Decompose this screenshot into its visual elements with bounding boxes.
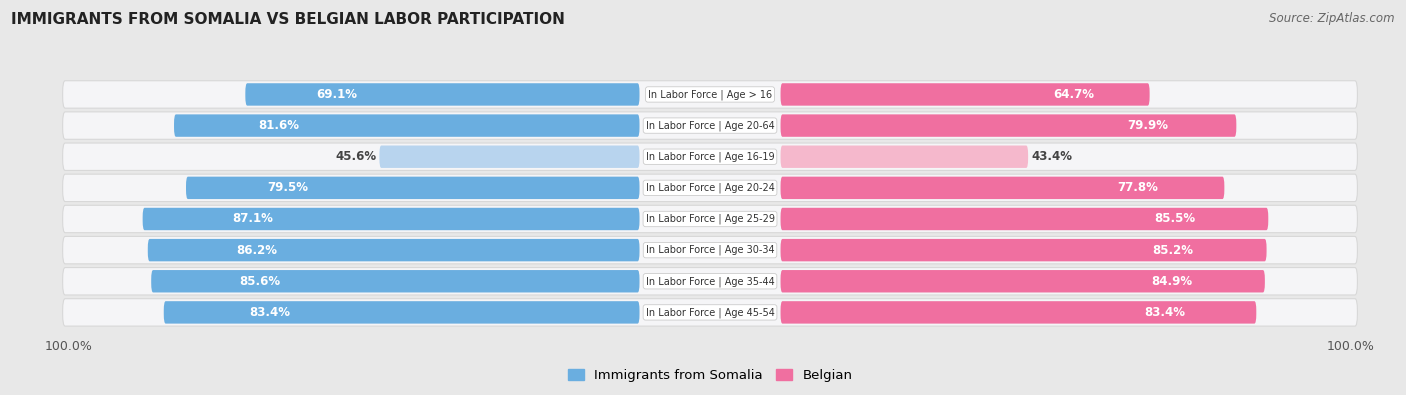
Text: 83.4%: 83.4% [1144, 306, 1185, 319]
FancyBboxPatch shape [780, 239, 1267, 261]
Text: 79.5%: 79.5% [267, 181, 309, 194]
Text: 85.2%: 85.2% [1153, 244, 1194, 257]
FancyBboxPatch shape [63, 174, 1357, 201]
Text: In Labor Force | Age > 16: In Labor Force | Age > 16 [648, 89, 772, 100]
Text: 87.1%: 87.1% [232, 213, 273, 226]
FancyBboxPatch shape [142, 208, 640, 230]
Text: 45.6%: 45.6% [335, 150, 377, 163]
FancyBboxPatch shape [780, 115, 1236, 137]
Text: In Labor Force | Age 30-34: In Labor Force | Age 30-34 [645, 245, 775, 256]
FancyBboxPatch shape [152, 270, 640, 292]
FancyBboxPatch shape [163, 301, 640, 324]
FancyBboxPatch shape [63, 112, 1357, 139]
Text: 64.7%: 64.7% [1053, 88, 1094, 101]
Text: 84.9%: 84.9% [1152, 275, 1192, 288]
FancyBboxPatch shape [780, 145, 1028, 168]
FancyBboxPatch shape [780, 208, 1268, 230]
Text: 69.1%: 69.1% [316, 88, 357, 101]
FancyBboxPatch shape [780, 177, 1225, 199]
FancyBboxPatch shape [63, 205, 1357, 233]
Text: In Labor Force | Age 20-24: In Labor Force | Age 20-24 [645, 182, 775, 193]
FancyBboxPatch shape [63, 237, 1357, 264]
FancyBboxPatch shape [780, 83, 1150, 105]
Text: 86.2%: 86.2% [236, 244, 277, 257]
FancyBboxPatch shape [63, 143, 1357, 170]
Text: In Labor Force | Age 16-19: In Labor Force | Age 16-19 [645, 151, 775, 162]
Text: 81.6%: 81.6% [257, 119, 299, 132]
FancyBboxPatch shape [186, 177, 640, 199]
Text: In Labor Force | Age 35-44: In Labor Force | Age 35-44 [645, 276, 775, 286]
Text: 83.4%: 83.4% [249, 306, 291, 319]
FancyBboxPatch shape [63, 267, 1357, 295]
Text: 85.6%: 85.6% [239, 275, 280, 288]
FancyBboxPatch shape [780, 270, 1265, 292]
FancyBboxPatch shape [245, 83, 640, 105]
Text: In Labor Force | Age 45-54: In Labor Force | Age 45-54 [645, 307, 775, 318]
FancyBboxPatch shape [148, 239, 640, 261]
Text: In Labor Force | Age 25-29: In Labor Force | Age 25-29 [645, 214, 775, 224]
FancyBboxPatch shape [174, 115, 640, 137]
Text: In Labor Force | Age 20-64: In Labor Force | Age 20-64 [645, 120, 775, 131]
FancyBboxPatch shape [63, 299, 1357, 326]
Legend: Immigrants from Somalia, Belgian: Immigrants from Somalia, Belgian [562, 364, 858, 387]
Text: 43.4%: 43.4% [1032, 150, 1073, 163]
Text: Source: ZipAtlas.com: Source: ZipAtlas.com [1270, 12, 1395, 25]
Text: 85.5%: 85.5% [1154, 213, 1195, 226]
Text: 79.9%: 79.9% [1128, 119, 1168, 132]
Text: IMMIGRANTS FROM SOMALIA VS BELGIAN LABOR PARTICIPATION: IMMIGRANTS FROM SOMALIA VS BELGIAN LABOR… [11, 12, 565, 27]
Text: 77.8%: 77.8% [1116, 181, 1157, 194]
FancyBboxPatch shape [780, 301, 1257, 324]
FancyBboxPatch shape [380, 145, 640, 168]
FancyBboxPatch shape [63, 81, 1357, 108]
